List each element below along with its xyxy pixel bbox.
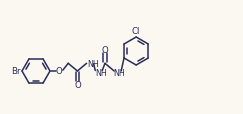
Text: NH: NH (87, 59, 99, 68)
Text: NH: NH (114, 69, 125, 78)
Text: O: O (56, 67, 62, 76)
Text: NH: NH (95, 69, 107, 78)
Text: O: O (102, 45, 108, 54)
Text: Cl: Cl (132, 27, 140, 36)
Text: O: O (74, 81, 81, 90)
Text: Br: Br (11, 67, 20, 76)
